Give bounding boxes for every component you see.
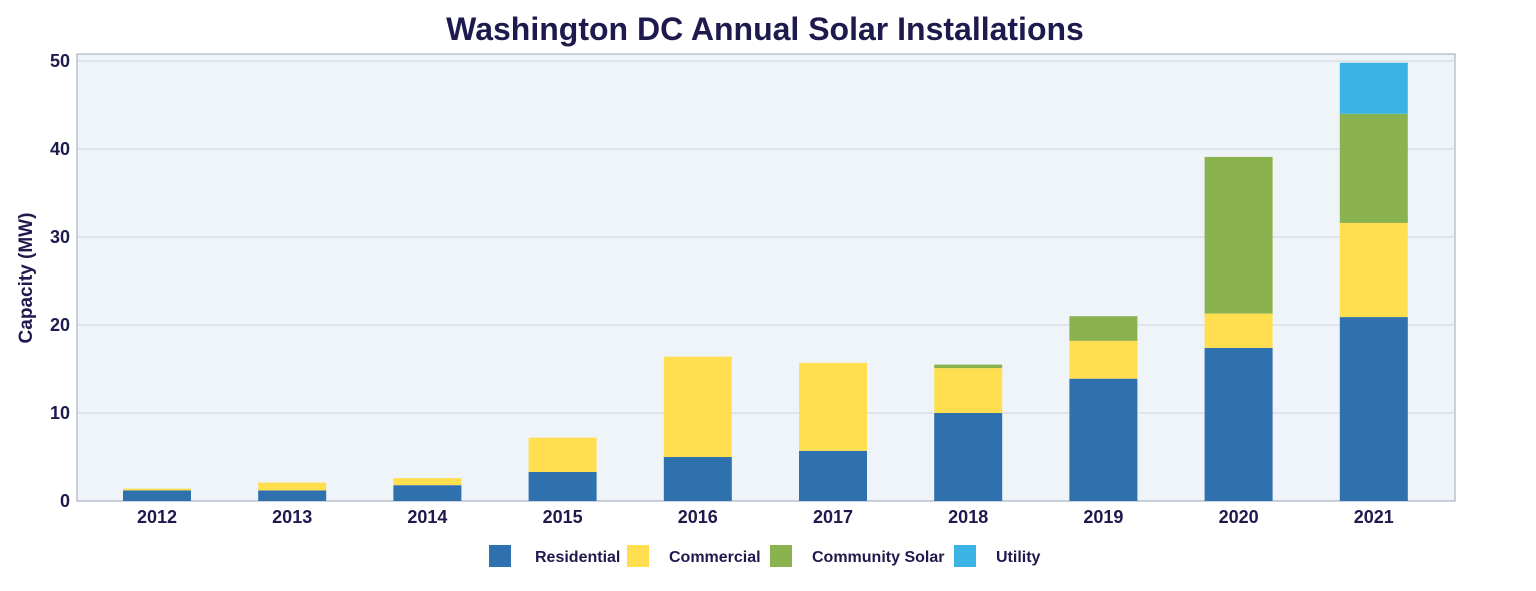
x-tick-label: 2020 (1219, 507, 1259, 527)
x-tick-label: 2015 (543, 507, 583, 527)
x-tick-label: 2016 (678, 507, 718, 527)
y-axis-label: Capacity (MW) (16, 213, 37, 344)
bar-utility-2021 (1339, 62, 1408, 114)
legend-swatch-utility (954, 545, 976, 567)
bar-community-solar-2021 (1339, 113, 1408, 223)
legend-label: Utility (996, 549, 1041, 566)
bar-commercial-2014 (393, 478, 462, 486)
bar-commercial-2017 (799, 362, 867, 451)
bar-community-solar-2020 (1204, 156, 1273, 314)
y-tick-label: 50 (50, 51, 70, 71)
legend-swatch-commercial (627, 545, 649, 567)
bar-residential-2015 (528, 471, 597, 501)
y-tick-label: 30 (50, 227, 70, 247)
bar-residential-2020 (1204, 347, 1273, 501)
bar-commercial-2021 (1339, 222, 1408, 318)
bar-community-solar-2019 (1069, 316, 1138, 341)
x-tick-label: 2021 (1354, 507, 1394, 527)
bar-commercial-2012 (123, 488, 191, 491)
bar-residential-2019 (1069, 378, 1138, 501)
y-tick-label: 10 (50, 403, 70, 423)
bar-residential-2012 (123, 490, 191, 501)
y-tick-label: 0 (60, 491, 70, 511)
x-tick-label: 2017 (813, 507, 853, 527)
bar-residential-2021 (1339, 317, 1408, 501)
legend-swatch-community-solar (770, 545, 792, 567)
bar-commercial-2019 (1069, 340, 1138, 379)
y-tick-label: 20 (50, 315, 70, 335)
legend-label: Community Solar (812, 549, 944, 566)
chart-title: Washington DC Annual Solar Installations (446, 11, 1084, 47)
bar-commercial-2016 (663, 356, 732, 457)
y-tick-label: 40 (50, 139, 70, 159)
bar-community-solar-2018 (934, 364, 1003, 369)
bar-commercial-2020 (1204, 313, 1273, 348)
legend-swatch-residential (489, 545, 511, 567)
bar-residential-2016 (663, 457, 732, 501)
bar-commercial-2018 (934, 368, 1003, 413)
bar-commercial-2015 (528, 437, 597, 472)
x-tick-label: 2013 (272, 507, 312, 527)
bar-residential-2018 (934, 413, 1003, 501)
x-tick-label: 2019 (1083, 507, 1123, 527)
bar-residential-2017 (799, 450, 867, 501)
x-tick-label: 2012 (137, 507, 177, 527)
legend-label: Commercial (669, 549, 761, 566)
bar-residential-2014 (393, 485, 462, 501)
legend-label: Residential (535, 549, 620, 566)
x-tick-label: 2018 (948, 507, 988, 527)
bar-residential-2013 (258, 490, 327, 501)
x-tick-label: 2014 (407, 507, 447, 527)
bar-commercial-2013 (258, 482, 327, 491)
